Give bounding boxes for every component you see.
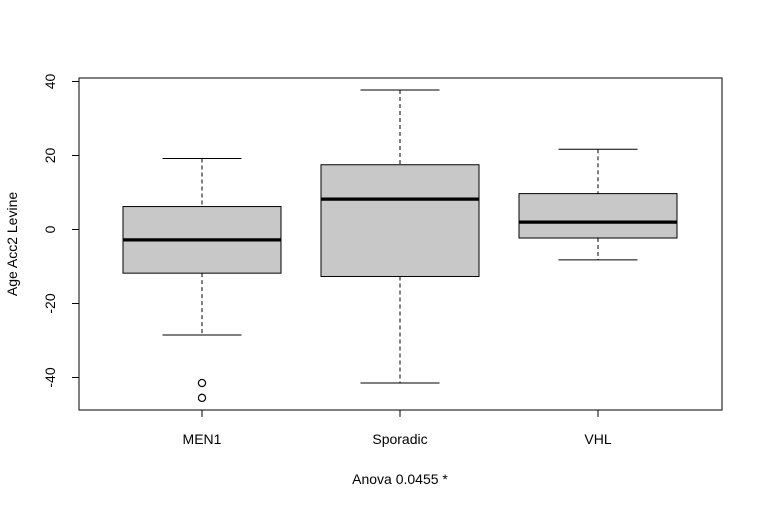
iqr-box [518,193,678,239]
y-axis: 40 20 0 -20 -40 [42,74,80,388]
box-group-men1 [122,157,282,403]
y-tick-label: 20 [42,148,58,164]
y-tick-label: 0 [42,225,58,233]
x-axis: MEN1 Sporadic VHL [183,409,612,447]
outlier-point [197,393,207,403]
box-group-vhl [518,148,678,261]
y-tick-label: -20 [42,293,58,313]
x-tick-label: Sporadic [372,431,427,447]
iqr-box [320,164,480,277]
boxes-layer [122,89,678,403]
y-tick-label: -40 [42,367,58,387]
outlier-point [197,378,207,388]
box-group-sporadic [320,89,480,384]
y-axis-label: Age Acc2 Levine [4,192,20,297]
x-axis-label: Anova 0.0455 * [352,471,448,487]
x-tick-label: VHL [584,431,611,447]
x-tick-label: MEN1 [183,431,222,447]
y-tick-label: 40 [42,74,58,90]
